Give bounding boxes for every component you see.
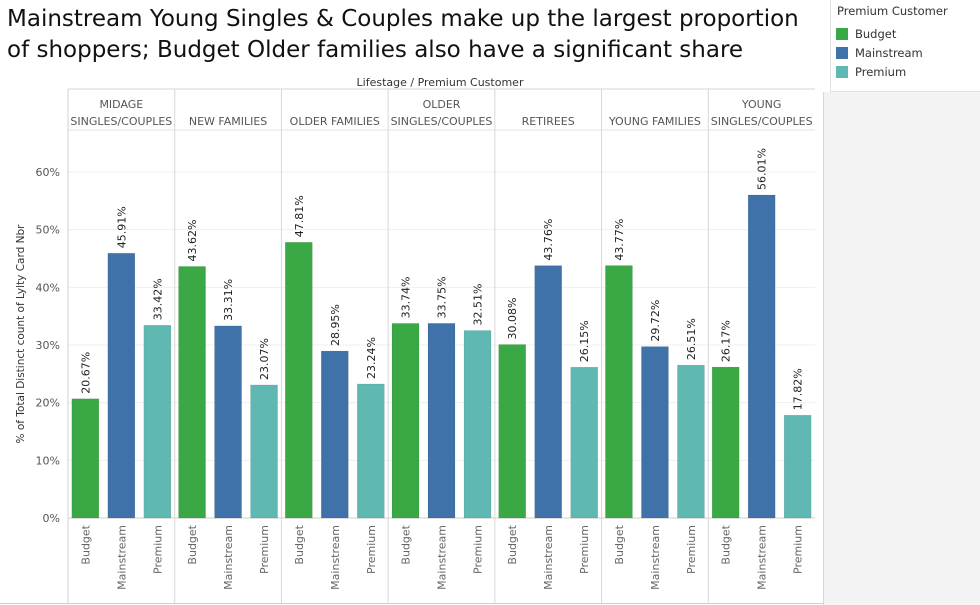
bar-budget xyxy=(178,266,206,519)
bar-value-label: 43.77% xyxy=(613,219,626,261)
column-header-label: Lifestage / Premium Customer xyxy=(357,76,524,89)
x-tick-label: Budget xyxy=(186,524,199,564)
y-tick-label: 60% xyxy=(36,166,60,179)
bar-value-label: 28.95% xyxy=(329,304,342,346)
legend-title: Premium Customer xyxy=(837,4,948,18)
bar-budget xyxy=(711,366,740,519)
group-header: NEW FAMILIES xyxy=(189,115,267,128)
x-tick-label: Premium xyxy=(685,525,698,574)
legend-item-mainstream[interactable]: Mainstream xyxy=(831,43,980,62)
bar-value-label: 33.74% xyxy=(400,276,413,318)
bar-premium xyxy=(143,325,172,519)
x-tick-label: Mainstream xyxy=(115,525,128,590)
chart-bottom-border xyxy=(0,603,823,604)
x-tick-label: Budget xyxy=(79,524,92,564)
legend-swatch-mainstream xyxy=(836,46,848,59)
x-tick-label: Mainstream xyxy=(329,525,342,590)
group-header: MIDAGE xyxy=(99,98,143,111)
bar-premium xyxy=(357,383,385,519)
x-tick-label: Mainstream xyxy=(542,525,555,590)
x-tick-label: Mainstream xyxy=(222,525,235,590)
group-header: OLDER xyxy=(423,98,461,111)
x-tick-label: Budget xyxy=(720,524,733,564)
x-tick-label: Mainstream xyxy=(649,525,662,590)
bar-value-label: 43.76% xyxy=(542,219,555,261)
bar-mainstream xyxy=(641,346,669,519)
bar-mainstream xyxy=(534,265,562,519)
legend-label: Mainstream xyxy=(855,45,923,60)
bar-mainstream xyxy=(214,325,242,519)
bar-value-label: 32.51% xyxy=(472,284,485,326)
bar-premium xyxy=(463,330,492,519)
bar-value-label: 20.67% xyxy=(79,352,92,394)
bar-mainstream xyxy=(321,350,349,519)
bar-budget xyxy=(605,265,633,519)
bar-value-label: 26.15% xyxy=(578,320,591,362)
x-tick-label: Budget xyxy=(506,524,519,564)
group-header: SINGLES/COUPLES xyxy=(711,115,813,128)
bar-value-label: 33.31% xyxy=(222,279,235,321)
bar-chart: Lifestage / Premium Customer 0% 10% 20% 30% 4… xyxy=(15,76,815,603)
x-tick-label: Mainstream xyxy=(436,525,449,590)
x-tick-label: Mainstream xyxy=(756,525,769,590)
bar-value-label: 56.01% xyxy=(756,148,769,190)
bar-value-label: 17.82% xyxy=(792,368,805,410)
chart-right-border xyxy=(823,92,824,605)
bar-value-label: 29.72% xyxy=(649,300,662,342)
legend-item-budget[interactable]: Budget xyxy=(831,24,980,43)
bar-value-label: 45.91% xyxy=(115,206,128,248)
bar-budget xyxy=(285,242,313,519)
legend-label: Premium xyxy=(855,64,907,79)
bar-value-label: 47.81% xyxy=(293,195,306,237)
legend-swatch-budget xyxy=(836,27,848,40)
bar-value-label: 30.08% xyxy=(506,298,519,340)
bar-premium xyxy=(570,366,598,519)
bar-mainstream xyxy=(427,323,456,519)
group-header: SINGLES/COUPLES xyxy=(391,115,493,128)
legend-label: Budget xyxy=(855,26,897,41)
group-header: SINGLES/COUPLES xyxy=(70,115,172,128)
bar-value-label: 43.62% xyxy=(186,220,199,262)
y-tick-label: 20% xyxy=(36,397,60,410)
bar-mainstream xyxy=(747,194,776,519)
bar-value-label: 23.24% xyxy=(365,337,378,379)
bar-budget xyxy=(498,344,526,519)
x-tick-label: Budget xyxy=(293,524,306,564)
bar-premium xyxy=(783,414,812,519)
legend[interactable]: Premium Customer Budget Mainstream Premi… xyxy=(830,0,980,92)
y-axis-title: % of Total Distinct count of Lylty Card … xyxy=(15,224,27,444)
bar-value-label: 33.75% xyxy=(436,276,449,318)
bar-premium xyxy=(677,364,705,519)
y-tick-label: 0% xyxy=(43,512,60,525)
bar-value-label: 26.17% xyxy=(720,320,733,362)
x-tick-label: Premium xyxy=(151,525,164,574)
legend-swatch-premium xyxy=(836,65,848,78)
y-tick-label: 10% xyxy=(36,454,60,467)
bar-mainstream xyxy=(107,253,136,519)
group-header: YOUNG xyxy=(741,98,782,111)
x-tick-label: Premium xyxy=(578,525,591,574)
group-header: OLDER FAMILIES xyxy=(290,115,380,128)
bar-budget xyxy=(71,398,100,519)
chart-title: Mainstream Young Singles & Couples make … xyxy=(7,6,799,63)
bar-value-label: 33.42% xyxy=(151,278,164,320)
y-tick-label: 50% xyxy=(36,224,60,237)
x-tick-label: Premium xyxy=(792,525,805,574)
group-header: RETIREES xyxy=(522,115,575,128)
x-tick-label: Budget xyxy=(400,524,413,564)
y-tick-label: 40% xyxy=(36,281,60,294)
x-tick-label: Premium xyxy=(472,525,485,574)
group-header: YOUNG FAMILIES xyxy=(608,115,701,128)
x-tick-label: Budget xyxy=(613,524,626,564)
legend-item-premium[interactable]: Premium xyxy=(831,62,980,81)
bar-premium xyxy=(250,384,278,519)
x-tick-label: Premium xyxy=(258,525,271,574)
bar-value-label: 26.51% xyxy=(685,318,698,360)
y-tick-label: 30% xyxy=(36,339,60,352)
bar-value-label: 23.07% xyxy=(258,338,271,380)
side-panel-background xyxy=(824,92,980,605)
bar-budget xyxy=(391,323,420,519)
x-tick-label: Premium xyxy=(365,525,378,574)
